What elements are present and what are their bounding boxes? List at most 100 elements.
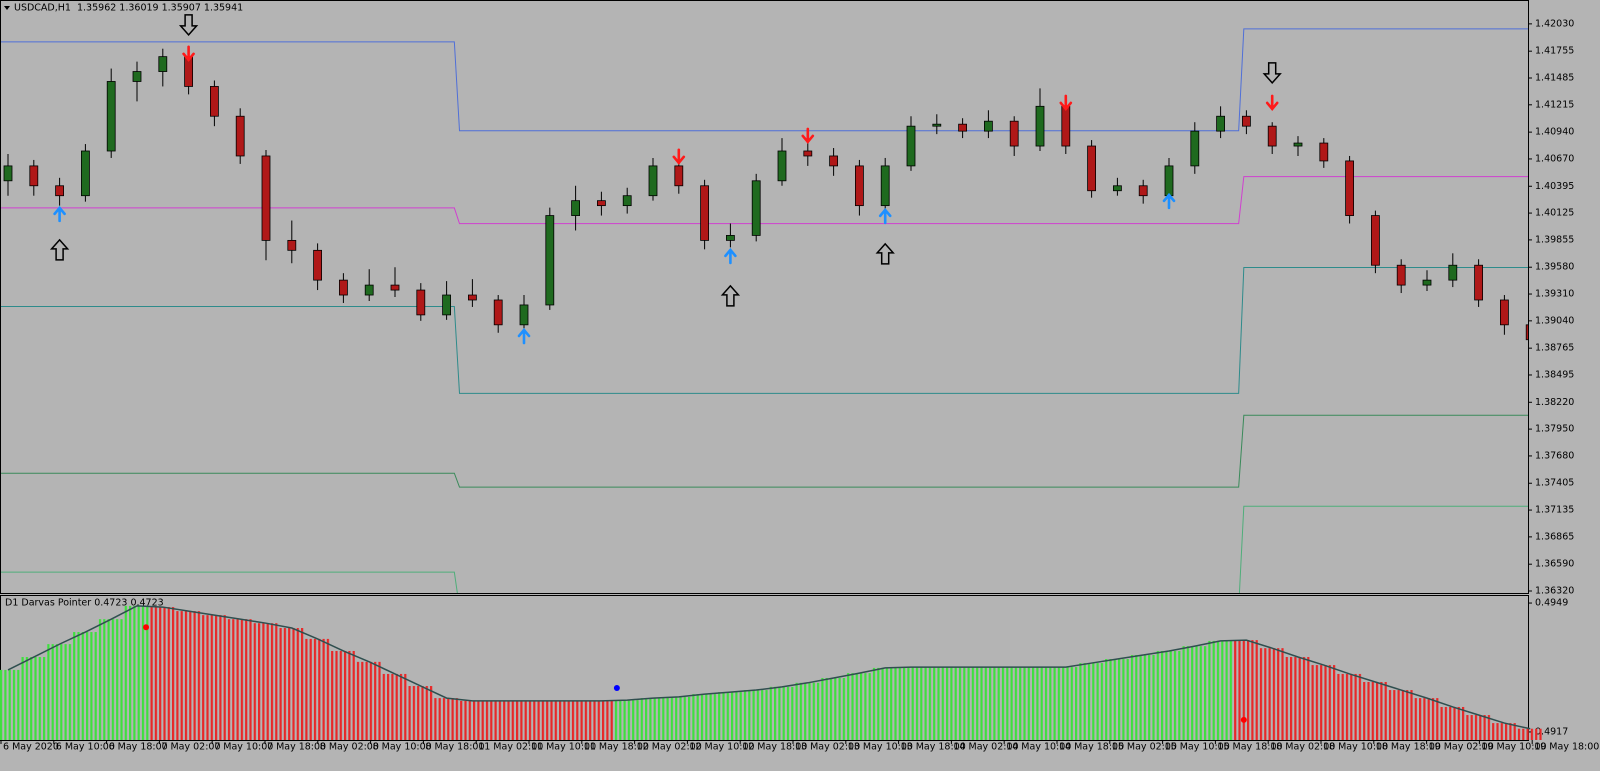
candle-body: [364, 284, 374, 296]
indicator-title: D1 Darvas Pointer 0.4723 0.4723: [5, 598, 164, 609]
histogram-bar: [72, 632, 99, 740]
x-tick-label: 7 May 10:00: [214, 742, 273, 753]
y-tick-label: 1.40125: [1535, 208, 1574, 219]
candle-body: [467, 294, 477, 301]
candle-body: [984, 120, 993, 132]
y-tick-label: 1.42030: [1535, 18, 1574, 29]
histogram-bar: [511, 700, 537, 740]
x-tick-label: 12 May 02:00: [637, 742, 702, 753]
candle-body: [1319, 142, 1329, 162]
histogram-bar: [1414, 698, 1440, 740]
candle-body: [958, 123, 967, 132]
candle-body: [751, 180, 761, 236]
x-tick-label: 12 May 18:00: [742, 742, 807, 753]
candle-body: [829, 155, 838, 167]
x-tick-label: 11 May 18:00: [584, 742, 649, 753]
envelope-line: [7, 605, 1531, 730]
candle-body: [777, 150, 787, 182]
candle-body: [1371, 215, 1380, 266]
level-line: [1, 414, 1528, 488]
level-line: [1, 28, 1528, 132]
signal-dot: [1240, 716, 1247, 723]
histogram-bar: [278, 628, 305, 740]
histogram-bar: [459, 700, 486, 740]
x-tick-label: 19 May 02:00: [1429, 742, 1494, 753]
histogram-bar: [665, 696, 692, 740]
candle-body: [1267, 125, 1277, 147]
histogram-bar: [20, 657, 47, 740]
x-tick-label: 8 May 18:00: [425, 742, 484, 753]
y-tick-label: 1.40395: [1535, 181, 1574, 192]
signal-arrow: [724, 247, 737, 265]
histogram-bar: [769, 686, 795, 740]
histogram-bar: [1310, 665, 1337, 740]
x-tick-label: 7 May 18:00: [267, 742, 326, 753]
x-tick-label: 11 May 10:00: [531, 742, 596, 753]
candle-body: [493, 299, 503, 326]
x-tick-label: 6 May 2020: [3, 742, 59, 753]
x-tick-label: 13 May 10:00: [848, 742, 913, 753]
candle-body: [1035, 105, 1045, 147]
x-tick-label: 11 May 02:00: [478, 742, 543, 753]
x-tick-label: 15 May 18:00: [1217, 742, 1282, 753]
candle-body: [1216, 115, 1225, 132]
x-tick-label: 18 May 02:00: [1270, 742, 1335, 753]
candle-body: [648, 165, 658, 197]
candle-body: [1138, 185, 1148, 197]
hollow-arrow: [178, 14, 199, 36]
x-tick-label: 19 May 18:00: [1534, 742, 1599, 753]
candle-body: [1113, 185, 1122, 192]
histogram-bar: [382, 673, 408, 740]
y-tick-label: 1.40940: [1535, 127, 1574, 138]
candle-body: [313, 249, 323, 281]
candle-body: [55, 185, 64, 197]
hollow-arrow: [1262, 62, 1282, 84]
x-tick-label: 7 May 02:00: [161, 742, 220, 753]
histogram-bar: [614, 700, 641, 740]
y-tick-label: 1.36865: [1535, 531, 1574, 542]
candle-body: [1474, 264, 1483, 301]
symbol-header: USDCAD,H1 1.35962 1.36019 1.35907 1.3594…: [14, 3, 243, 14]
menu-triangle[interactable]: [4, 6, 10, 10]
histogram-bar: [1491, 723, 1518, 740]
candle-body: [1009, 120, 1019, 147]
histogram-bar: [820, 677, 847, 740]
histogram-bar: [1362, 681, 1389, 740]
main-frame: [0, 0, 1529, 594]
y-tick-label: 1.39855: [1535, 234, 1574, 245]
histogram-bar: [253, 623, 279, 740]
histogram-bar: [433, 698, 460, 740]
y-tick-label: 1.39040: [1535, 315, 1574, 326]
y-tick-label: 1.36590: [1535, 559, 1574, 570]
histogram-bar: [149, 607, 176, 740]
x-tick-label: 12 May 10:00: [689, 742, 754, 753]
hollow-arrow: [875, 242, 895, 265]
histogram-bar: [588, 700, 615, 740]
candle-body: [519, 304, 529, 326]
x-tick-label: 8 May 02:00: [320, 742, 379, 753]
candle-body: [674, 165, 684, 187]
histogram-bar: [846, 673, 873, 740]
candle-body: [1396, 264, 1406, 286]
histogram-bar: [1027, 667, 1053, 740]
histogram-bar: [1104, 659, 1131, 740]
signal-arrow: [672, 148, 686, 165]
x-tick-label: 15 May 10:00: [1165, 742, 1230, 753]
signal-arrow: [1265, 94, 1279, 111]
candle-body: [1242, 115, 1251, 127]
histogram-bar: [0, 669, 21, 740]
histogram-bar: [98, 619, 125, 740]
histogram-bar: [1001, 667, 1028, 740]
candle-body: [158, 56, 168, 72]
x-tick-label: 14 May 18:00: [1059, 742, 1124, 753]
x-tick-label: 18 May 18:00: [1376, 742, 1441, 753]
x-tick-label: 8 May 10:00: [373, 742, 432, 753]
signal-dot: [613, 685, 620, 692]
candle-body: [1190, 130, 1200, 167]
x-tick-label: 19 May 10:00: [1481, 742, 1546, 753]
signal-arrow: [1162, 192, 1176, 210]
y-tick-label: 0.4917: [1535, 726, 1568, 737]
histogram-bar: [1130, 655, 1157, 740]
y-tick-label: 1.38495: [1535, 369, 1574, 380]
